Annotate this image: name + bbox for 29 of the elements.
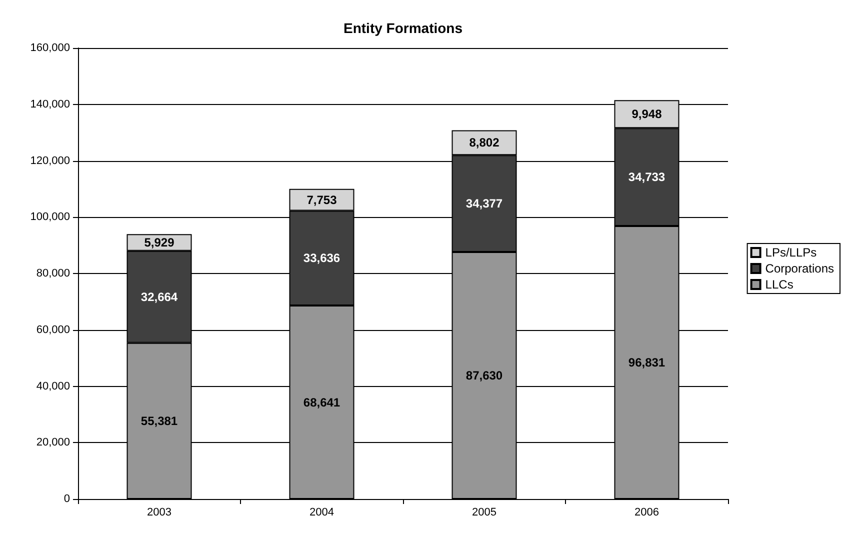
data-label: 34,377 xyxy=(466,196,503,211)
y-tick-label: 40,000 xyxy=(36,380,70,392)
data-label: 7,753 xyxy=(306,192,338,207)
y-tick-label: 80,000 xyxy=(36,268,70,280)
y-tick-label: 160,000 xyxy=(30,42,70,54)
y-tick-label: 0 xyxy=(64,493,70,505)
data-label: 34,733 xyxy=(628,170,666,184)
legend-label: LPs/LLPs xyxy=(765,246,817,260)
data-label: 9,948 xyxy=(632,107,662,122)
data-label: 5,929 xyxy=(144,235,175,250)
y-tick-label: 20,000 xyxy=(36,436,70,449)
y-tick-label: 120,000 xyxy=(30,154,70,167)
data-label: 96,831 xyxy=(628,356,666,370)
x-tick-label: 2006 xyxy=(634,506,659,518)
data-label: 55,381 xyxy=(140,414,178,428)
x-tick-label: 2005 xyxy=(472,506,496,518)
x-tick-label: 2004 xyxy=(310,506,334,518)
data-label: 33,636 xyxy=(303,251,340,266)
y-tick-label: 100,000 xyxy=(30,211,70,224)
data-label: 87,630 xyxy=(466,368,503,382)
y-tick-label: 140,000 xyxy=(30,98,70,110)
data-label: 32,664 xyxy=(140,290,178,304)
data-label: 68,641 xyxy=(303,395,340,410)
legend-label: Corporations xyxy=(765,262,834,276)
legend-label: LLCs xyxy=(765,278,794,292)
chart-title: Entity Formations xyxy=(343,20,463,36)
y-tick-label: 60,000 xyxy=(36,324,70,336)
data-label: 8,802 xyxy=(469,136,500,150)
x-tick-label: 2003 xyxy=(147,506,172,518)
